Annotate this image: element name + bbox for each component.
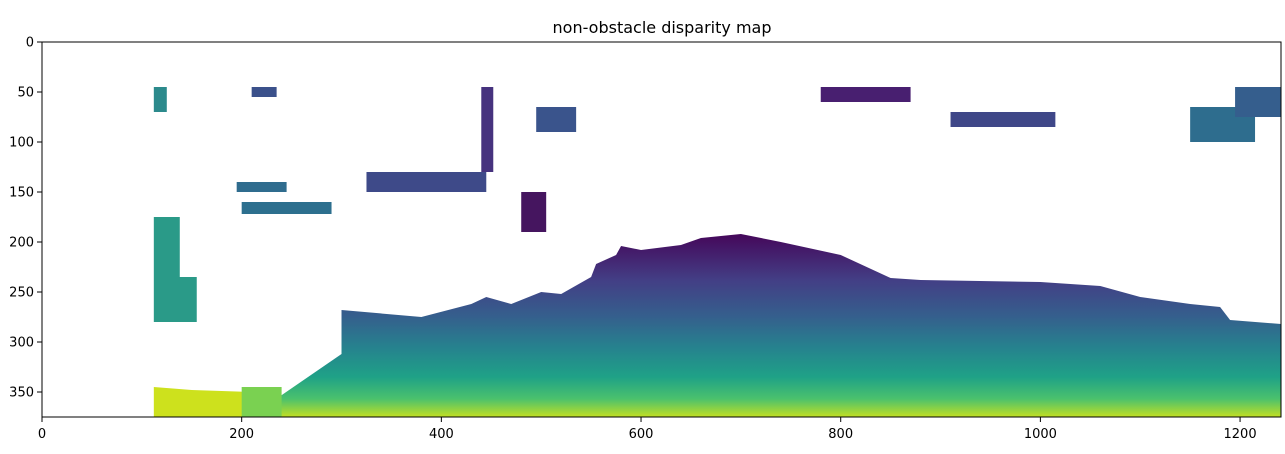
x-tick-label: 200	[229, 427, 254, 442]
x-tick-label: 1200	[1224, 427, 1257, 442]
region-left-upper-strip	[153, 87, 167, 112]
region-blob-950-75	[950, 112, 1056, 127]
disparity-regions	[153, 87, 1281, 417]
region-mid-strip-150	[236, 182, 287, 192]
y-tick-label: 250	[9, 286, 34, 301]
x-tick-label: 1000	[1024, 427, 1057, 442]
region-mid-strip-165	[241, 202, 332, 214]
axes-frame	[41, 41, 1282, 418]
y-tick-label: 150	[9, 186, 34, 201]
x-axis: 0 200 400 600 800 1000 1200	[38, 417, 1257, 442]
region-left-low-blob	[241, 387, 282, 417]
region-blob-790	[820, 87, 911, 102]
region-upper-blob-220	[251, 87, 277, 97]
plot-area	[42, 42, 1281, 417]
y-tick-label: 300	[9, 336, 34, 351]
region-blob-500-75	[536, 107, 577, 132]
x-tick-label: 800	[828, 427, 853, 442]
y-tick-label: 50	[17, 86, 34, 101]
y-tick-label: 0	[26, 36, 34, 51]
region-blob-thin-vertical	[481, 87, 494, 172]
y-axis: 0 50 100 150 200 250 300 350	[9, 36, 42, 401]
y-tick-label: 100	[9, 136, 34, 151]
region-blob-140	[366, 172, 487, 192]
x-tick-label: 0	[38, 427, 46, 442]
region-blob-470	[521, 192, 547, 232]
x-tick-label: 600	[629, 427, 654, 442]
y-tick-label: 350	[9, 386, 34, 401]
chart-title: non-obstacle disparity map	[553, 18, 772, 37]
x-tick-label: 400	[429, 427, 454, 442]
region-blob-1230-60	[1235, 87, 1281, 117]
region-ground-surface	[241, 234, 1281, 417]
region-left-vertical-strip	[153, 217, 197, 322]
y-tick-label: 200	[9, 236, 34, 251]
